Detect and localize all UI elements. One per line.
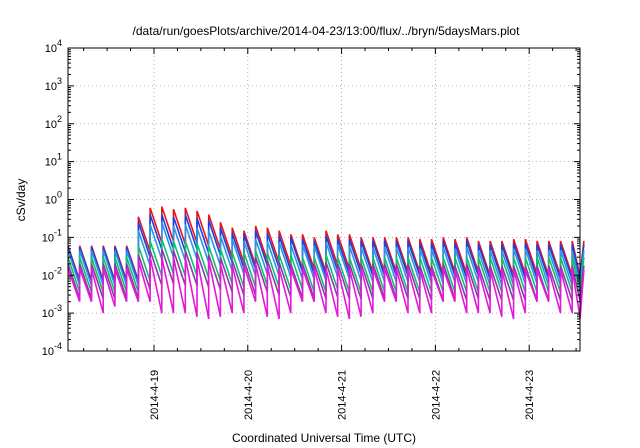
y-tick-label: 102 bbox=[45, 114, 62, 131]
series-line-2 bbox=[67, 214, 585, 283]
x-tick-label: 2014-4-20 bbox=[243, 370, 255, 420]
y-tick-label: 10-1 bbox=[42, 227, 62, 244]
y-tick-label: 10-2 bbox=[42, 265, 62, 282]
x-tick-label: 2014-4-23 bbox=[524, 370, 536, 420]
series-line-4 bbox=[67, 238, 585, 293]
y-tick-label: 10-3 bbox=[42, 303, 62, 320]
series-layer bbox=[67, 206, 585, 320]
y-tick-label: 101 bbox=[45, 152, 62, 169]
series-line-1 bbox=[67, 206, 585, 281]
x-tick-label: 2014-4-21 bbox=[337, 370, 349, 420]
series-line-3 bbox=[67, 222, 585, 286]
y-tick-label: 104 bbox=[45, 38, 62, 55]
series-line-5 bbox=[67, 248, 585, 301]
y-tick-label: 10-4 bbox=[42, 341, 62, 358]
x-axis: 2014-4-19 2014-4-20 2014-4-21 2014-4-22 2014… bbox=[83, 48, 577, 420]
y-axis-label: cSv/day bbox=[14, 179, 28, 222]
series-line-6 bbox=[67, 257, 585, 320]
y-tick-label: 103 bbox=[45, 76, 62, 93]
chart-title: /data/run/goesPlots/archive/2014-04-23/1… bbox=[133, 24, 521, 38]
x-tick-label: 2014-4-22 bbox=[430, 370, 442, 420]
y-tick-label: 100 bbox=[45, 190, 62, 207]
y-axis: 10-4 10-3 10-2 10-1 100 101 102 103 104 bbox=[42, 38, 580, 358]
x-tick-label: 2014-4-19 bbox=[149, 370, 161, 420]
x-axis-label: Coordinated Universal Time (UTC) bbox=[232, 431, 416, 445]
